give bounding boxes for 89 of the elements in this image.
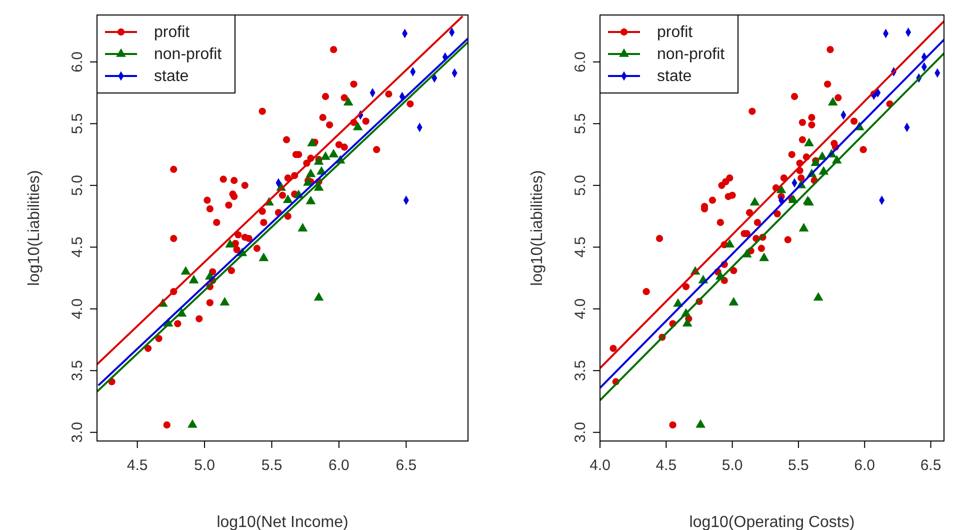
point (759, 252, 769, 262)
point (808, 114, 816, 122)
y-tick-label: 5.0 (572, 174, 589, 196)
legend-label: non-profit (154, 46, 222, 63)
point (188, 274, 199, 284)
legend-label: non-profit (657, 46, 726, 63)
point (307, 138, 317, 146)
x-tick-label: 6.0 (854, 457, 876, 474)
x-tick-label: 5.5 (261, 457, 282, 474)
point (298, 222, 308, 232)
y-tick-label: 3.0 (69, 422, 86, 443)
legend-label: profit (657, 24, 694, 41)
point (750, 197, 760, 206)
legend-label: state (657, 68, 692, 85)
y-tick-label: 4.0 (572, 298, 589, 320)
y-tick-label: 4.5 (572, 236, 589, 258)
point (188, 419, 198, 428)
point (682, 283, 690, 290)
point (758, 244, 765, 252)
point (708, 196, 716, 204)
y-tick-label: 3.5 (572, 360, 589, 382)
point (813, 292, 824, 301)
x-tick-label: 4.5 (126, 457, 148, 474)
point (788, 150, 796, 158)
point (828, 96, 838, 106)
point (804, 138, 814, 146)
x-axis-title: log10(Net Income) (216, 514, 348, 530)
point (225, 238, 235, 248)
point (656, 234, 664, 242)
y-tick-label: 3.5 (69, 360, 86, 382)
point (220, 297, 230, 306)
point (682, 318, 692, 327)
point (343, 96, 354, 106)
y-tick-label: 4.0 (69, 298, 86, 320)
x-tick-label: 4.5 (656, 457, 677, 474)
x-tick-label: 6.0 (328, 457, 350, 474)
point (610, 344, 617, 352)
point (808, 121, 816, 128)
legend-label: state (154, 68, 189, 85)
y-tick-label: 5.0 (69, 174, 86, 196)
point (320, 151, 330, 160)
point (716, 218, 724, 226)
point (790, 92, 798, 100)
point (774, 210, 781, 218)
y-axis-title: log10(Liabilities) (529, 170, 546, 286)
point (314, 292, 324, 301)
y-tick-label: 4.5 (69, 236, 86, 258)
legend-label: profit (154, 24, 190, 41)
point (798, 222, 809, 232)
point (728, 192, 736, 199)
point (798, 136, 806, 144)
x-axis-title: log10(Operating Costs) (689, 514, 855, 530)
point (784, 236, 792, 244)
point (728, 297, 739, 306)
x-tick-label: 6.5 (396, 457, 417, 474)
x-tick-label: 5.5 (788, 457, 809, 474)
point (306, 168, 316, 178)
point (748, 108, 756, 115)
y-tick-label: 5.5 (572, 113, 589, 134)
point (817, 151, 828, 160)
point (328, 148, 339, 158)
y-tick-label: 6.0 (572, 51, 589, 72)
point (798, 118, 806, 126)
point (834, 94, 842, 102)
point (258, 252, 269, 262)
point (788, 194, 798, 204)
point (282, 194, 293, 204)
point (669, 421, 676, 429)
point (850, 118, 858, 125)
x-tick-label: 5.0 (722, 457, 743, 474)
point (306, 196, 316, 204)
point (798, 174, 805, 182)
y-tick-label: 3.0 (572, 422, 589, 443)
point (718, 182, 726, 189)
point (724, 238, 735, 248)
x-tick-label: 5.0 (194, 457, 215, 474)
y-tick-label: 6.0 (69, 51, 86, 72)
y-axis-title: log10(Liabilities) (26, 170, 43, 286)
point (860, 146, 867, 154)
point (824, 80, 832, 88)
point (352, 122, 363, 130)
y-tick-label: 5.5 (69, 113, 86, 134)
x-tick-label: 4.0 (590, 457, 610, 474)
x-tick-label: 6.5 (920, 457, 942, 474)
point (642, 288, 650, 296)
point (696, 419, 706, 428)
point (754, 218, 762, 226)
point (826, 46, 834, 54)
point (180, 266, 191, 275)
